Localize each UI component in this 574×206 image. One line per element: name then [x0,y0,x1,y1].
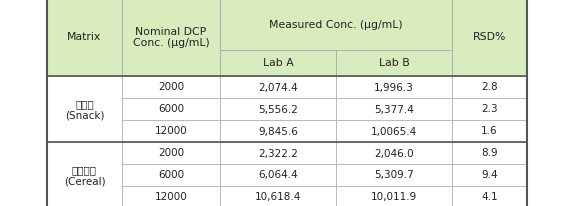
Bar [220,0,452,50]
Text: 10,011.9: 10,011.9 [371,192,417,201]
Bar [220,142,336,164]
Text: 2000: 2000 [158,148,184,158]
Bar [47,142,122,206]
Bar [47,0,527,206]
Bar [220,98,336,120]
Text: 1.6: 1.6 [481,126,498,136]
Text: 1,996.3: 1,996.3 [374,82,414,92]
Bar [220,164,336,186]
Text: Matrix: Matrix [67,32,102,42]
Bar [220,76,336,98]
Bar [452,76,527,98]
Bar [47,0,122,76]
Bar [452,0,527,76]
Bar [336,142,452,164]
Text: Nominal DCP
Conc. (μg/mL): Nominal DCP Conc. (μg/mL) [133,27,210,48]
Text: 2000: 2000 [158,82,184,92]
Text: 5,309.7: 5,309.7 [374,170,414,180]
Bar [122,142,220,164]
Bar [452,164,527,186]
Text: 10,618.4: 10,618.4 [255,192,301,201]
Bar [452,186,527,206]
Bar [452,98,527,120]
Text: 5,556.2: 5,556.2 [258,104,298,114]
Text: 9,845.6: 9,845.6 [258,126,298,136]
Bar [122,164,220,186]
Bar [220,120,336,142]
Bar [452,142,527,164]
Text: 2.3: 2.3 [481,104,498,114]
Text: 12000: 12000 [154,192,187,201]
Bar [122,186,220,206]
Text: 6,064.4: 6,064.4 [258,170,298,180]
Bar [47,76,122,142]
Bar [336,186,452,206]
Text: 2,074.4: 2,074.4 [258,82,298,92]
Text: 6000: 6000 [158,104,184,114]
Text: 2.8: 2.8 [481,82,498,92]
Text: 1,0065.4: 1,0065.4 [371,126,417,136]
Text: Lab B: Lab B [379,58,409,68]
Text: 과자류
(Snack): 과자류 (Snack) [65,98,104,120]
Text: 5,377.4: 5,377.4 [374,104,414,114]
Bar [336,76,452,98]
Bar [336,50,452,76]
Bar [336,120,452,142]
Text: Measured Conc. (μg/mL): Measured Conc. (μg/mL) [269,19,403,29]
Bar [220,50,336,76]
Text: 8.9: 8.9 [481,148,498,158]
Text: Lab A: Lab A [263,58,293,68]
Bar [122,76,220,98]
Text: 9.4: 9.4 [481,170,498,180]
Text: 2,046.0: 2,046.0 [374,148,414,158]
Text: RSD%: RSD% [473,32,506,42]
Text: 2,322.2: 2,322.2 [258,148,298,158]
Bar [336,164,452,186]
Text: 시리얼류
(Cereal): 시리얼류 (Cereal) [64,164,105,185]
Text: 6000: 6000 [158,170,184,180]
Bar [122,120,220,142]
Bar [220,186,336,206]
Bar [336,98,452,120]
Bar [122,98,220,120]
Text: 4.1: 4.1 [481,192,498,201]
Bar [452,120,527,142]
Bar [122,0,220,76]
Text: 12000: 12000 [154,126,187,136]
